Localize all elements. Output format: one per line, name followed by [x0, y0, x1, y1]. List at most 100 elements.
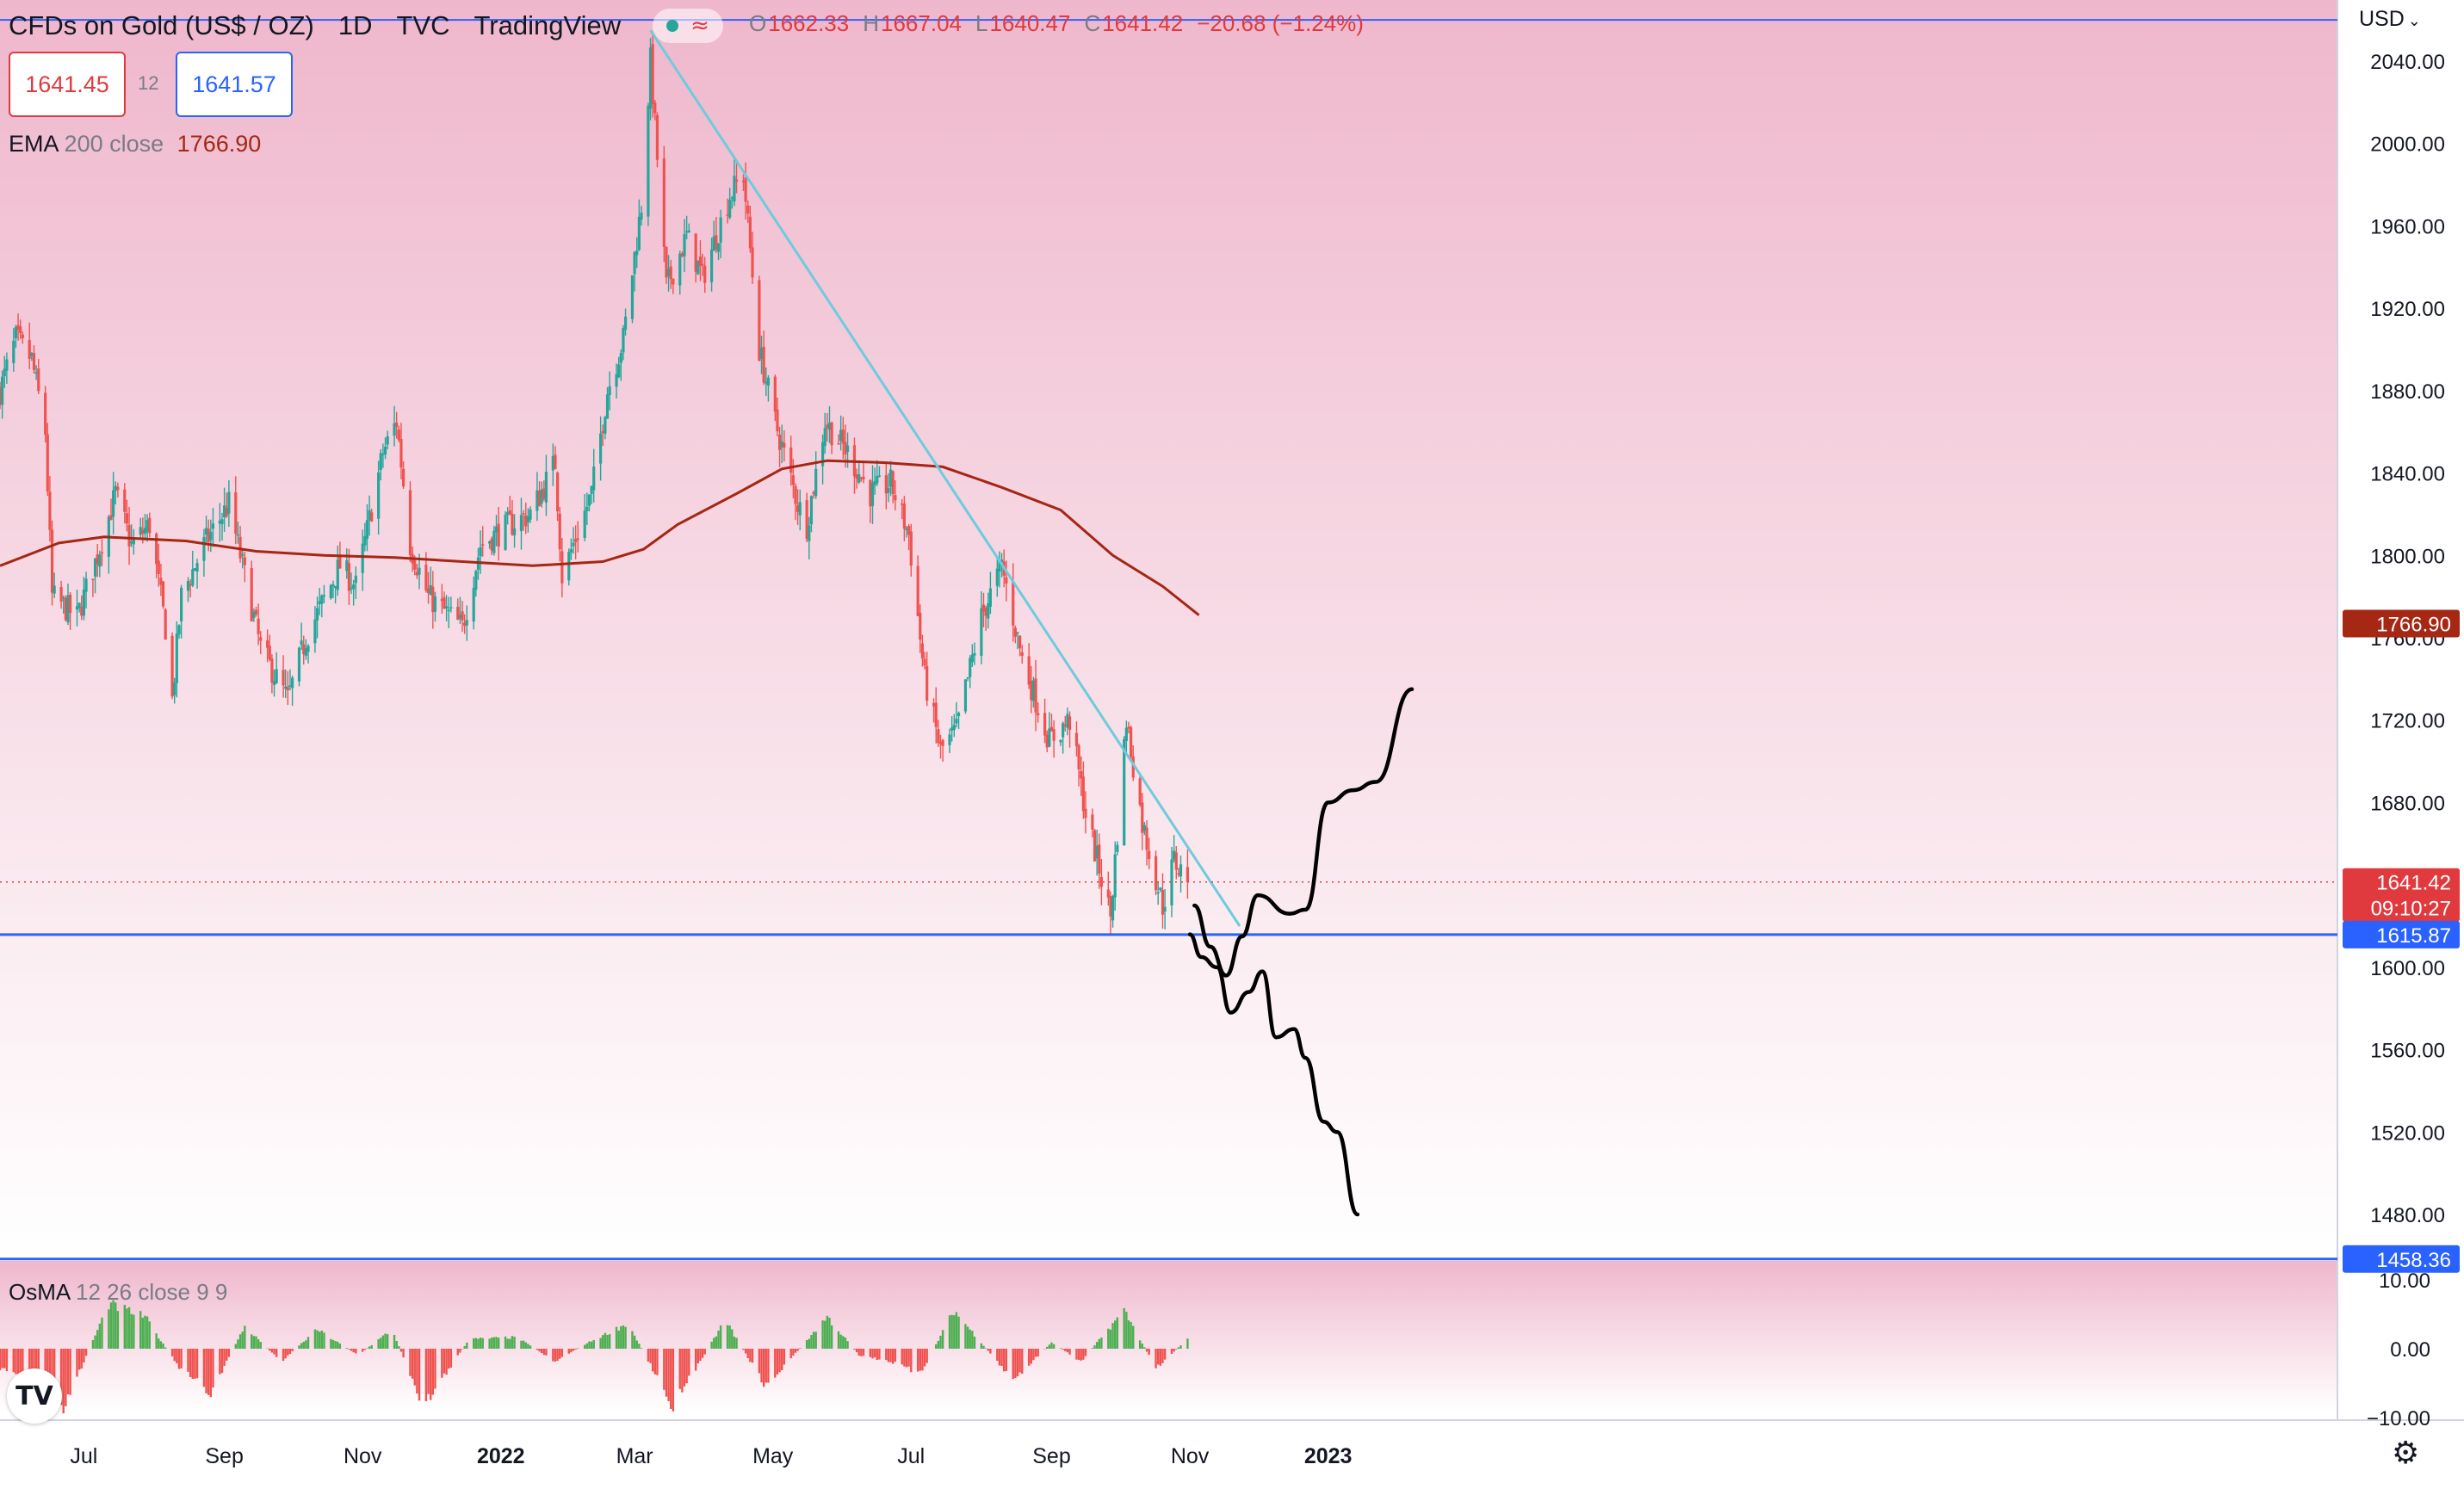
descending-trendline[interactable]: [649, 29, 1241, 927]
candle-body: [841, 429, 845, 444]
sell-button[interactable]: 1641.45: [9, 52, 126, 117]
candle-body: [973, 652, 976, 656]
candle-body: [159, 578, 163, 585]
candle-body: [574, 539, 578, 542]
osma-tick-label: 10.00: [2379, 1270, 2430, 1293]
x-tick-label: Sep: [205, 1444, 243, 1468]
candle-body: [762, 346, 765, 383]
candle-body: [542, 488, 546, 499]
candle-body: [651, 44, 654, 105]
candle-body: [592, 466, 596, 491]
candle-body: [50, 529, 54, 593]
candle-body: [143, 528, 147, 534]
candle-body: [64, 598, 67, 621]
osma-pane-background: [0, 1261, 2337, 1412]
candle-body: [272, 681, 276, 685]
candle-body: [132, 538, 135, 545]
candle-body: [345, 559, 349, 572]
candle-body: [630, 275, 635, 319]
candle-body: [125, 513, 129, 524]
candle-body: [1016, 632, 1019, 634]
candle-body: [877, 475, 882, 477]
bearish-projection-path[interactable]: [1187, 932, 1360, 1217]
market-status-pill[interactable]: ≈: [653, 9, 723, 43]
candle-body: [322, 595, 326, 596]
candle-body: [180, 587, 183, 621]
candle-body: [463, 622, 467, 627]
candle-body: [315, 608, 319, 621]
candle-body: [1123, 738, 1126, 846]
bullish-projection-path[interactable]: [1192, 687, 1415, 978]
candle-body: [583, 510, 586, 539]
candle-body: [508, 510, 511, 516]
symbol-title[interactable]: CFDs on Gold (US$ / OZ): [9, 10, 314, 40]
candle-body: [759, 347, 764, 359]
candle-body: [698, 256, 703, 267]
candle-body: [1106, 889, 1110, 898]
candle-body: [1138, 778, 1142, 806]
chart-header: CFDs on Gold (US$ / OZ) 1D TVC TradingVi…: [9, 7, 645, 45]
candle-body: [1043, 713, 1047, 736]
candle-body: [431, 586, 435, 613]
candle-body: [1174, 852, 1178, 870]
candle-body: [93, 558, 97, 577]
candle-body: [1012, 580, 1015, 626]
gear-icon[interactable]: ⚙: [2392, 1436, 2420, 1471]
candle-body: [672, 278, 675, 285]
tradingview-logo-icon[interactable]: TV: [7, 1369, 62, 1424]
candle-body: [288, 685, 292, 688]
candle-body: [331, 584, 335, 587]
candle-body: [21, 334, 24, 338]
candle-body: [250, 568, 253, 621]
candle-body: [1013, 627, 1017, 637]
candle-body: [746, 205, 750, 214]
interval-label[interactable]: 1D: [337, 10, 373, 40]
lower-level-tag-box: [2343, 1245, 2460, 1273]
candle-body: [601, 431, 604, 433]
low-key: L: [975, 10, 988, 36]
candle-body: [608, 386, 611, 396]
ema-price-tag-text: 1766.90: [2376, 613, 2451, 636]
candle-body: [191, 569, 195, 586]
candle-body: [306, 646, 310, 652]
y-tick-label: 1680.00: [2370, 792, 2445, 815]
candle-body: [202, 537, 206, 561]
candle-body: [449, 607, 453, 609]
candle-body: [12, 340, 15, 363]
candle-body: [536, 490, 539, 511]
candle-body: [789, 447, 793, 473]
ema-200-line[interactable]: [0, 459, 1200, 616]
ema-legend[interactable]: EMA 200 close 1766.90: [9, 131, 261, 158]
candle-body: [715, 235, 718, 250]
candle-body: [440, 598, 443, 602]
candle-body: [492, 530, 496, 553]
candle-body: [1109, 896, 1112, 917]
candle-body: [1156, 892, 1160, 894]
candle-body: [173, 682, 176, 695]
currency-selector[interactable]: USD ⌄: [2359, 7, 2421, 32]
candle-body: [1045, 734, 1049, 748]
candle-body: [647, 105, 650, 217]
candle-body: [1005, 577, 1008, 584]
osma-params: 12 26 close 9 9: [76, 1279, 228, 1305]
candle-body: [300, 640, 303, 646]
candle-body: [211, 523, 215, 529]
candle-body: [777, 434, 782, 450]
ema-value: 1766.90: [176, 131, 262, 157]
candle-body: [236, 534, 240, 536]
candle-body: [0, 386, 2, 405]
candle-body: [988, 588, 993, 607]
candle-body: [604, 417, 607, 434]
candle-body: [798, 502, 802, 516]
candle-body: [1077, 744, 1080, 769]
osma-legend[interactable]: OsMA 12 26 close 9 9: [9, 1279, 227, 1306]
buy-button[interactable]: 1641.57: [176, 52, 293, 117]
candle-body: [1145, 827, 1148, 850]
candle-body: [522, 513, 525, 515]
candle-body: [969, 658, 972, 677]
x-tick-label: May: [752, 1444, 794, 1468]
candle-body: [257, 618, 260, 634]
candle-body: [809, 496, 814, 525]
candle-body: [830, 422, 833, 446]
